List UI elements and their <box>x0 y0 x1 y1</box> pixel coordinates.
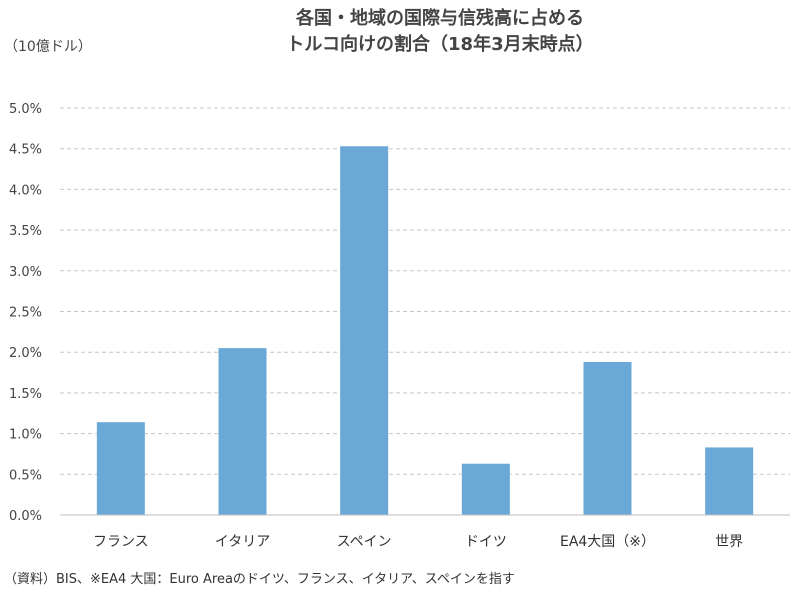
y-tick-label: 2.5% <box>9 306 42 321</box>
y-tick-label: 5.0% <box>9 102 42 117</box>
x-tick-label: フランス <box>93 534 149 550</box>
x-tick-label: イタリア <box>215 534 270 550</box>
chart-title: 各国・地域の国際与信残高に占める トルコ向けの割合（18年3月末時点） <box>0 6 800 58</box>
y-tick-label: 0.0% <box>9 509 42 524</box>
chart-title-line-2: トルコ向けの割合（18年3月末時点） <box>286 34 594 55</box>
y-tick-label: 2.0% <box>9 346 42 361</box>
bar-6 <box>705 447 754 515</box>
chart-title-line-1: 各国・地域の国際与信残高に占める <box>296 8 584 29</box>
y-tick-label: 4.5% <box>9 143 42 158</box>
unit-label: （10億ドル） <box>4 39 92 55</box>
bar-2 <box>218 348 267 515</box>
x-tick-label: EA4大国（※） <box>560 534 655 550</box>
y-tick-label: 4.0% <box>9 183 42 198</box>
y-tick-label: 3.0% <box>9 265 42 280</box>
y-tick-label: 1.0% <box>9 428 42 443</box>
y-tick-label: 0.5% <box>9 468 42 483</box>
bar-5 <box>583 361 632 515</box>
y-tick-label: 1.5% <box>9 387 42 402</box>
y-tick-label: 3.5% <box>9 224 42 239</box>
bar-3 <box>340 146 389 515</box>
x-tick-label: スペイン <box>337 534 392 550</box>
x-tick-label: ドイツ <box>465 534 507 550</box>
source-note: （資料）BIS、※EA4 大国：Euro Areaのドイツ、フランス、イタリア、… <box>4 572 515 587</box>
bar-4 <box>461 463 510 515</box>
x-tick-label: 世界 <box>715 534 743 550</box>
bar-1 <box>96 422 145 515</box>
